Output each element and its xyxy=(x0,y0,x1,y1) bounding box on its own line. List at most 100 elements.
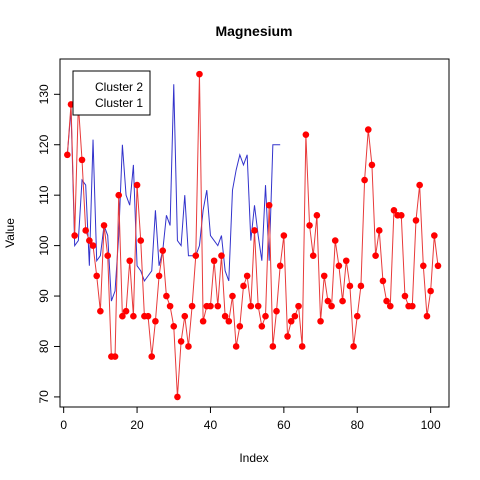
data-point-cluster-1 xyxy=(89,242,97,249)
data-point-cluster-1 xyxy=(317,317,324,325)
data-point-cluster-1 xyxy=(324,297,332,305)
x-axis-label: Index xyxy=(239,451,268,465)
data-point-cluster-1 xyxy=(218,252,225,259)
data-point-cluster-1 xyxy=(331,237,339,244)
data-point-cluster-1 xyxy=(64,151,71,159)
data-point-cluster-1 xyxy=(313,212,321,219)
legend-label-cluster-1: Cluster 1 xyxy=(95,96,143,110)
data-point-cluster-1 xyxy=(320,272,328,280)
data-point-cluster-1 xyxy=(243,272,251,280)
legend-label-cluster-2: Cluster 2 xyxy=(95,80,143,94)
data-point-cluster-1 xyxy=(247,302,255,310)
data-point-cluster-1 xyxy=(82,227,89,234)
y-tick-label-100: 100 xyxy=(37,235,51,255)
data-point-cluster-1 xyxy=(357,282,365,290)
data-point-cluster-1 xyxy=(192,252,200,259)
data-point-cluster-1 xyxy=(420,262,427,270)
data-point-cluster-1 xyxy=(375,227,383,234)
data-point-cluster-1 xyxy=(306,222,313,229)
data-point-cluster-1 xyxy=(236,323,244,330)
data-point-cluster-1 xyxy=(364,126,372,133)
data-point-cluster-1 xyxy=(328,302,335,310)
data-point-cluster-1 xyxy=(130,312,137,320)
data-point-cluster-1 xyxy=(185,343,192,350)
data-point-cluster-1 xyxy=(196,70,203,78)
data-point-cluster-1 xyxy=(309,252,317,259)
data-point-cluster-1 xyxy=(111,353,119,360)
data-point-cluster-1 xyxy=(298,343,306,350)
series-layer xyxy=(64,70,442,401)
data-point-cluster-1 xyxy=(86,237,93,244)
data-point-cluster-1 xyxy=(97,307,104,315)
data-point-cluster-1 xyxy=(214,302,222,310)
x-tick-label-20: 20 xyxy=(130,418,144,432)
data-point-cluster-1 xyxy=(350,343,357,350)
data-point-cluster-1 xyxy=(287,317,295,325)
x-tick-label-60: 60 xyxy=(277,418,291,432)
data-point-cluster-1 xyxy=(199,317,207,325)
data-point-cluster-1 xyxy=(353,312,361,320)
data-point-cluster-1 xyxy=(144,312,152,320)
data-point-cluster-1 xyxy=(225,317,233,325)
data-point-cluster-1 xyxy=(284,333,291,340)
data-point-cluster-1 xyxy=(434,262,442,270)
y-tick-label-80: 80 xyxy=(37,339,51,353)
data-point-cluster-1 xyxy=(126,257,134,265)
data-point-cluster-1 xyxy=(431,232,438,239)
data-point-cluster-1 xyxy=(379,277,387,285)
data-point-cluster-1 xyxy=(232,343,240,350)
data-point-cluster-1 xyxy=(71,232,78,239)
data-point-cluster-1 xyxy=(122,307,130,315)
legend-box xyxy=(72,70,151,116)
data-point-cluster-1 xyxy=(276,262,284,270)
data-point-cluster-1 xyxy=(100,222,108,229)
data-point-cluster-1 xyxy=(181,312,189,320)
y-tick-label-70: 70 xyxy=(37,390,51,404)
data-point-cluster-1 xyxy=(295,302,302,310)
x-tick-label-40: 40 xyxy=(204,418,218,432)
data-point-cluster-1 xyxy=(78,156,86,164)
chart-title: Magnesium xyxy=(215,23,292,39)
data-point-cluster-1 xyxy=(346,282,354,290)
data-point-cluster-1 xyxy=(291,312,299,320)
data-point-cluster-1 xyxy=(397,212,405,219)
series-line-cluster-1 xyxy=(66,74,439,397)
series-cluster-1 xyxy=(64,70,442,401)
data-point-cluster-1 xyxy=(339,297,346,305)
data-point-cluster-1 xyxy=(262,312,269,320)
legend: Cluster 2 Cluster 1 xyxy=(72,70,151,116)
series-line-cluster-2 xyxy=(66,84,281,302)
data-point-cluster-1 xyxy=(386,302,394,310)
data-point-cluster-1 xyxy=(240,282,247,290)
data-point-cluster-1 xyxy=(273,307,280,315)
data-point-cluster-1 xyxy=(251,227,258,234)
data-point-cluster-1 xyxy=(361,176,368,184)
y-tick-label-110: 110 xyxy=(37,185,51,204)
y-axis-label: Value xyxy=(3,218,17,248)
data-point-cluster-1 xyxy=(159,247,167,254)
data-point-cluster-1 xyxy=(166,302,174,310)
data-point-cluster-1 xyxy=(280,232,288,239)
x-tick-label-80: 80 xyxy=(351,418,365,432)
data-point-cluster-1 xyxy=(269,343,277,350)
series-cluster-2 xyxy=(66,84,281,302)
y-tick-label-120: 120 xyxy=(37,134,51,154)
data-point-cluster-1 xyxy=(409,302,416,310)
y-tick-label-90: 90 xyxy=(37,289,51,303)
plot-frame xyxy=(59,58,450,408)
data-point-cluster-1 xyxy=(115,191,123,199)
data-point-cluster-1 xyxy=(207,302,214,310)
data-point-cluster-1 xyxy=(155,272,163,280)
data-point-cluster-1 xyxy=(302,131,310,138)
data-point-cluster-1 xyxy=(401,292,409,300)
y-tick-label-130: 130 xyxy=(37,84,51,104)
data-point-cluster-1 xyxy=(416,181,423,189)
data-point-cluster-1 xyxy=(342,257,350,265)
data-point-cluster-1 xyxy=(163,292,170,300)
data-point-cluster-1 xyxy=(335,262,343,270)
data-point-cluster-1 xyxy=(427,287,434,295)
data-point-cluster-1 xyxy=(152,317,159,325)
data-point-cluster-1 xyxy=(119,312,126,320)
data-point-cluster-1 xyxy=(133,181,141,189)
